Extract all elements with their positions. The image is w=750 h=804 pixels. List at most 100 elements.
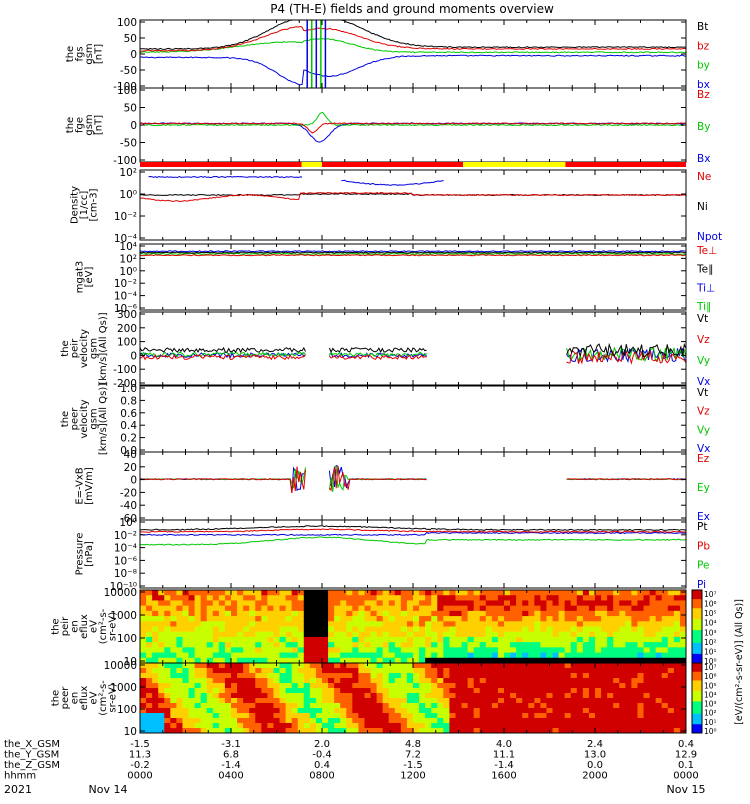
spectrogram-cell <box>322 595 329 602</box>
spectrogram-cell <box>255 698 262 704</box>
spectrogram-cell <box>140 723 147 729</box>
spectrogram-cell <box>309 723 317 729</box>
spectrogram-cell <box>413 668 420 674</box>
spectrogram-cell <box>534 626 541 633</box>
spectrogram-cell <box>176 683 184 689</box>
y-axis-label-line: Pressure <box>74 533 85 576</box>
panel-peer-velocity: 1.00.80.60.40.20.0thepeervelocitygsm[km/… <box>60 383 710 457</box>
spectrogram-cell <box>358 642 366 648</box>
spectrogram-cell <box>176 605 184 612</box>
spectrogram-cell <box>285 678 293 684</box>
panel-mode <box>140 162 686 167</box>
spectrogram-cell <box>334 600 341 607</box>
spectrogram-cell <box>322 605 329 612</box>
spectrogram-cell <box>212 678 220 684</box>
spectrogram-cell <box>406 683 414 689</box>
spectrogram-cell <box>309 647 317 654</box>
spectrogram-cell <box>255 728 262 733</box>
spectrogram-cell <box>285 652 293 659</box>
spectrogram-cell <box>564 616 572 622</box>
spectrogram-cell <box>267 683 275 689</box>
colorbar-cell <box>692 726 702 729</box>
spectrogram-cell <box>406 616 414 622</box>
spectrogram-cell <box>182 703 190 709</box>
footer-row-value: 7.2 <box>405 750 421 761</box>
spectrogram-cell <box>540 595 548 602</box>
spectrogram-cell <box>437 668 444 674</box>
footer-row-value: -3.1 <box>221 739 241 750</box>
spectrogram-cell <box>291 728 299 733</box>
spectrogram-cell <box>431 642 438 648</box>
spectrogram-cell <box>346 595 353 602</box>
spectrogram-cell <box>152 698 159 704</box>
footer-row-label: the_Y_GSM <box>4 750 59 761</box>
spectrogram-cell <box>570 647 578 654</box>
spectrogram-cell <box>419 657 426 663</box>
spectrogram-cell <box>206 718 214 724</box>
spectrogram-cell <box>182 636 190 643</box>
spectrogram-cell <box>655 723 663 729</box>
spectrogram-cell <box>461 698 469 704</box>
spectrogram-cell <box>285 703 293 709</box>
spectrogram-cell <box>588 647 596 654</box>
spectrogram-cell <box>504 673 511 679</box>
spectrogram-cell <box>267 713 275 719</box>
spectrogram-cell <box>534 636 541 643</box>
spectrogram-cell <box>267 663 275 669</box>
spectrogram-cell <box>643 688 651 694</box>
spectrogram-cell <box>328 631 335 638</box>
spectrogram-cell <box>582 673 590 679</box>
spectrogram-cell <box>400 688 408 694</box>
spectrogram-cell <box>249 590 256 596</box>
colorbar-cell <box>692 670 702 673</box>
spectrogram-cell <box>570 631 578 638</box>
spectrogram-cell <box>394 636 402 643</box>
spectrogram-cell <box>576 708 584 714</box>
spectrogram-cell <box>303 663 311 669</box>
spectrogram-cell <box>467 590 475 596</box>
spectrogram-cell <box>224 616 232 622</box>
spectrogram-cell <box>595 728 602 733</box>
spectrogram-cell <box>315 595 323 602</box>
y-axis-label-line: fgs <box>74 46 85 61</box>
spectrogram-cell <box>255 713 262 719</box>
spectrogram-cell <box>382 703 390 709</box>
spectrogram-cell <box>140 621 147 628</box>
spectrogram-cell <box>158 723 165 729</box>
spectrogram-cell <box>364 636 372 643</box>
spectrogram-cell <box>522 642 529 648</box>
spectrogram-cell <box>218 657 226 663</box>
spectrogram-cell <box>400 590 408 596</box>
spectrogram-cell <box>249 728 256 733</box>
spectrogram-cell <box>473 600 481 607</box>
spectrogram-cell <box>243 626 250 633</box>
colorbar-cell <box>692 710 702 713</box>
spectrogram-cell <box>425 698 432 704</box>
spectrogram-cell <box>516 642 523 648</box>
spectrogram-cell <box>649 713 657 719</box>
spectrogram-cell <box>406 652 414 659</box>
spectrogram-cell <box>625 590 632 596</box>
spectrogram-cell <box>673 636 681 643</box>
colorbar-cell <box>692 657 702 660</box>
spectrogram-cell <box>200 595 208 602</box>
colorbar-cell <box>692 626 702 629</box>
spectrogram-cell <box>582 626 590 633</box>
spectrogram-cell <box>309 668 317 674</box>
spectrogram-cell <box>582 600 590 607</box>
footer-row-value: 1200 <box>400 771 425 782</box>
y-tick-label: 200 <box>117 323 137 335</box>
spectrogram-cell <box>358 647 366 654</box>
spectrogram-cell <box>425 590 432 596</box>
spectrogram-cell <box>619 728 626 733</box>
spectrogram-cell <box>224 688 232 694</box>
spectrogram-cell <box>152 636 159 643</box>
spectrogram-cell <box>413 663 420 669</box>
spectrogram-cell <box>188 652 196 659</box>
spectrogram-cell <box>491 663 499 669</box>
spectrogram-cell <box>419 698 426 704</box>
spectrogram-cell <box>231 657 238 663</box>
spectrogram-cell <box>334 678 341 684</box>
spectrogram-cell <box>406 626 414 633</box>
spectrogram-cell <box>158 600 165 607</box>
